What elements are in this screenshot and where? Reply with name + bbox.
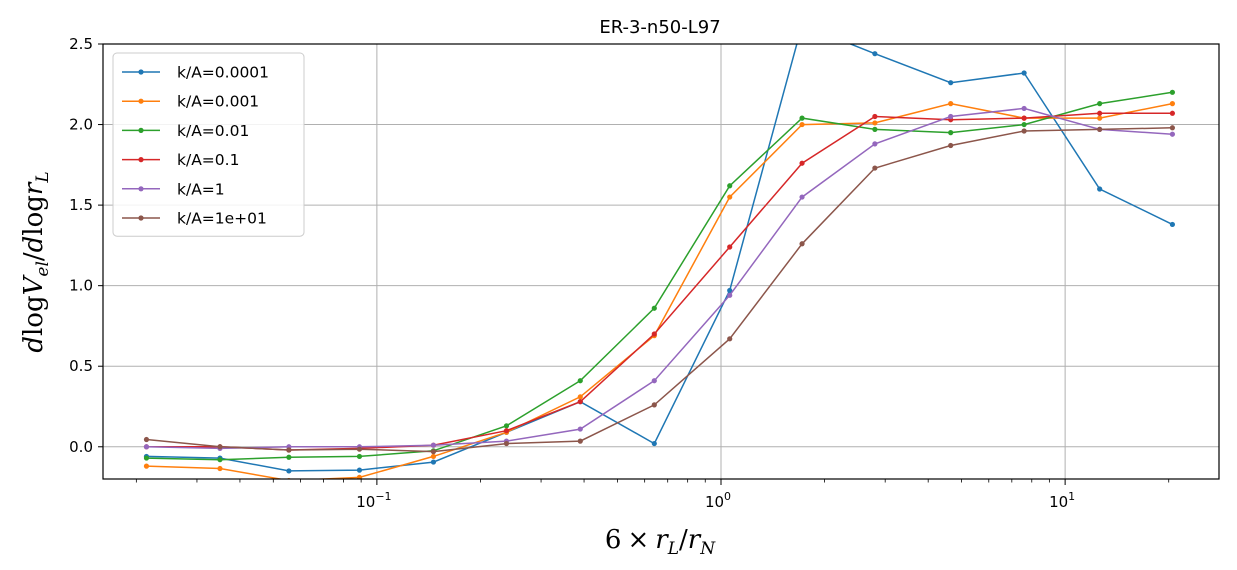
data-point-5 [651, 402, 657, 408]
legend-swatch-marker [138, 98, 144, 104]
data-point-2 [286, 454, 292, 460]
data-point-2 [577, 378, 583, 384]
data-point-3 [872, 113, 878, 120]
data-point-3 [503, 428, 510, 434]
data-point-5 [356, 446, 363, 452]
data-point-5 [799, 241, 805, 247]
y-tick-label: 2.0 [69, 116, 93, 134]
x-axis-label: 6 × rL/rN [605, 525, 716, 559]
data-point-2 [948, 130, 954, 136]
y-tick-label: 2.5 [69, 35, 93, 53]
data-point-0 [727, 287, 733, 294]
plot-frame [102, 43, 1220, 480]
data-point-1 [872, 120, 878, 126]
y-tick-label: 1.5 [69, 196, 93, 214]
data-point-2 [356, 453, 363, 460]
x-tick-label: 100 [705, 490, 731, 511]
data-point-0 [356, 467, 363, 473]
data-point-4 [651, 378, 657, 384]
y-tick-label: 1.0 [69, 277, 93, 295]
legend-swatch-marker [138, 127, 144, 133]
data-point-0 [1021, 70, 1027, 76]
data-point-3 [727, 244, 733, 250]
y-axis-label: dlogVel/dlogrL [19, 171, 53, 352]
legend: k/A=0.0001 k/A=0.001 k/A=0.01 k/A=0.1 k/A=1 k… [112, 52, 305, 237]
data-point-3 [651, 331, 657, 337]
data-point-5 [286, 447, 292, 453]
data-point-4 [143, 444, 150, 450]
data-point-5 [503, 440, 510, 447]
data-point-5 [577, 438, 583, 444]
data-point-2 [1021, 121, 1027, 128]
data-point-1 [217, 465, 223, 472]
data-point-5 [1021, 128, 1027, 134]
y-tick-label: 0.5 [69, 357, 93, 375]
data-point-1 [1169, 101, 1176, 107]
data-point-5 [948, 142, 954, 149]
legend-swatch-marker [138, 215, 144, 221]
data-point-1 [948, 101, 954, 107]
legend-label: k/A=0.01 [177, 122, 249, 140]
data-point-5 [1097, 126, 1103, 132]
y-tick-label: 0.0 [69, 438, 93, 456]
x-tick-label: 10−1 [356, 490, 391, 511]
data-point-5 [217, 444, 223, 450]
data-point-4 [430, 442, 437, 448]
legend-swatch-marker [138, 186, 144, 192]
data-point-0 [651, 440, 657, 447]
x-tick-label: 101 [1049, 490, 1075, 511]
legend-label: k/A=0.0001 [177, 64, 269, 82]
legend-swatch-marker [138, 157, 144, 163]
data-point-2 [799, 115, 805, 121]
data-point-4 [872, 141, 878, 147]
data-point-2 [727, 183, 733, 189]
data-point-1 [356, 474, 363, 479]
data-point-4 [799, 194, 805, 200]
data-point-3 [1169, 110, 1176, 116]
data-point-0 [872, 51, 878, 57]
data-point-0 [430, 459, 437, 465]
data-point-3 [577, 399, 583, 405]
legend-swatch-marker [138, 69, 144, 75]
data-point-2 [1097, 101, 1103, 107]
data-point-3 [1097, 110, 1103, 116]
data-point-1 [1097, 115, 1103, 121]
data-point-1 [430, 453, 437, 460]
data-point-4 [1169, 131, 1176, 137]
data-point-4 [1021, 105, 1027, 112]
data-point-2 [872, 126, 878, 132]
data-point-5 [727, 336, 733, 342]
data-point-5 [143, 436, 150, 443]
legend-box [112, 52, 305, 237]
data-point-2 [1169, 89, 1176, 95]
legend-label: k/A=1e+01 [177, 210, 267, 228]
data-point-4 [727, 292, 733, 298]
data-point-0 [286, 468, 292, 474]
data-point-5 [430, 449, 437, 455]
data-point-0 [1169, 221, 1176, 228]
data-point-4 [577, 426, 583, 432]
data-point-3 [799, 160, 805, 166]
data-point-4 [948, 113, 954, 120]
data-point-2 [143, 455, 150, 461]
series-layer [143, 44, 1176, 479]
legend-label: k/A=0.1 [177, 151, 239, 169]
data-point-1 [727, 194, 733, 200]
data-point-5 [872, 165, 878, 171]
legend-label: k/A=0.001 [177, 93, 259, 111]
data-point-1 [799, 121, 805, 128]
data-point-2 [503, 423, 510, 429]
legend-label: k/A=1 [177, 180, 225, 198]
data-point-0 [1097, 186, 1103, 192]
data-point-1 [577, 394, 583, 400]
ticks: 0.0 0.5 1.0 1.5 2.0 2.5 10−1 100 101 [69, 35, 1170, 511]
data-point-5 [1169, 125, 1176, 131]
data-point-1 [143, 463, 150, 469]
data-point-2 [217, 457, 223, 463]
data-point-3 [1021, 115, 1027, 121]
chart-title: ER-3-n50-L97 [599, 17, 720, 38]
data-point-2 [651, 305, 657, 311]
data-point-0 [948, 80, 954, 86]
